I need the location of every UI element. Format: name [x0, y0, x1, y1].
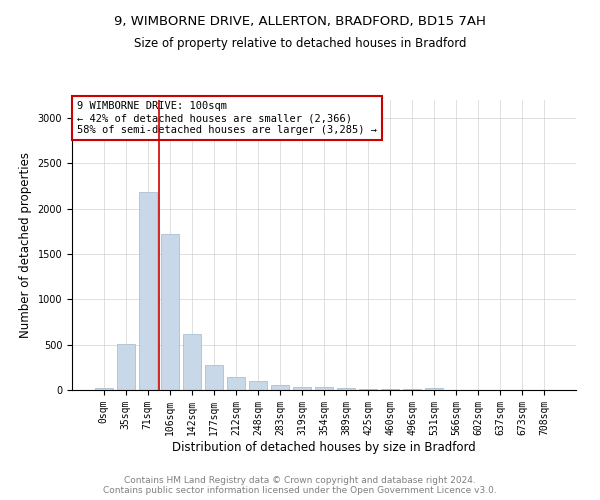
X-axis label: Distribution of detached houses by size in Bradford: Distribution of detached houses by size … — [172, 440, 476, 454]
Bar — [249, 382, 267, 390]
Bar — [205, 365, 223, 390]
Bar — [183, 334, 200, 390]
Bar — [161, 234, 179, 390]
Bar — [227, 378, 245, 390]
Bar — [139, 192, 157, 390]
Bar — [425, 388, 443, 390]
Text: 9 WIMBORNE DRIVE: 100sqm
← 42% of detached houses are smaller (2,366)
58% of sem: 9 WIMBORNE DRIVE: 100sqm ← 42% of detach… — [77, 102, 377, 134]
Bar — [315, 388, 333, 390]
Bar — [359, 389, 377, 390]
Text: 9, WIMBORNE DRIVE, ALLERTON, BRADFORD, BD15 7AH: 9, WIMBORNE DRIVE, ALLERTON, BRADFORD, B… — [114, 15, 486, 28]
Bar — [271, 385, 289, 390]
Bar — [337, 388, 355, 390]
Bar — [381, 389, 399, 390]
Bar — [117, 344, 134, 390]
Text: Size of property relative to detached houses in Bradford: Size of property relative to detached ho… — [134, 38, 466, 51]
Y-axis label: Number of detached properties: Number of detached properties — [19, 152, 32, 338]
Bar — [293, 387, 311, 390]
Bar — [95, 388, 113, 390]
Text: Contains HM Land Registry data © Crown copyright and database right 2024.
Contai: Contains HM Land Registry data © Crown c… — [103, 476, 497, 495]
